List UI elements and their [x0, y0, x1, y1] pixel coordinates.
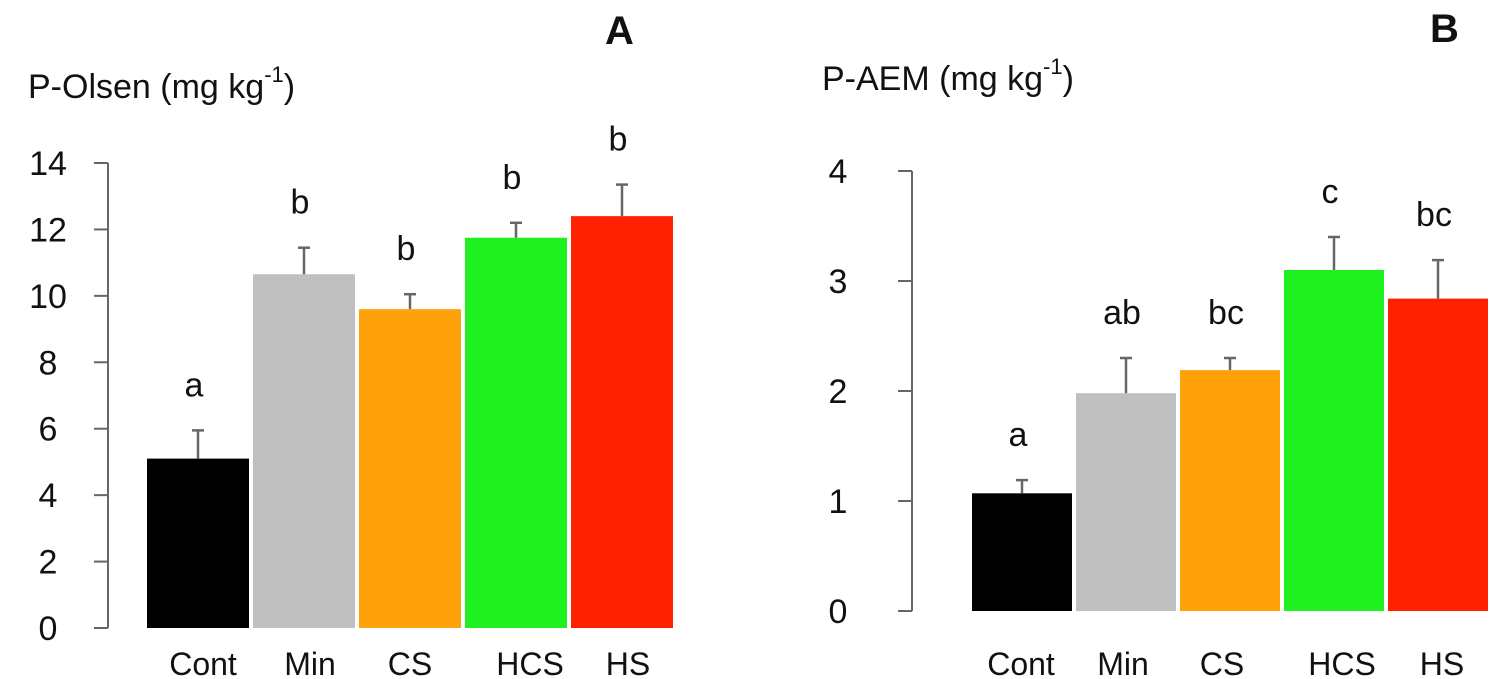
- panel-a-category-label: Min: [284, 646, 336, 679]
- panel-b-bar-hs: [1388, 298, 1488, 611]
- panel-a-significance-label: a: [185, 366, 204, 404]
- panel-b-category-label: Min: [1097, 646, 1149, 679]
- panel-a-letter: A: [605, 9, 634, 53]
- panel-b-y-ticks: 0 1 2 3 4: [829, 153, 912, 631]
- panel-b-bars: a ab bc c bc: [972, 173, 1488, 611]
- panel-a-tick-label: 4: [39, 477, 58, 515]
- panel-b-tick-label: 3: [829, 263, 848, 301]
- panel-a-bars: a b b b b: [147, 121, 673, 628]
- panel-a-category-labels: Cont Min CS HCS HS: [169, 646, 650, 679]
- panel-b-category-label: HS: [1420, 646, 1464, 679]
- panel-b-y-title-superscript: -1: [1043, 54, 1063, 79]
- panel-a: A P-Olsen (mg kg-1) 0 2 4 6 8 10 12 14 a b b b b Co…: [28, 9, 673, 679]
- panel-a-tick-label: 14: [29, 145, 67, 183]
- panel-a-category-label: HCS: [496, 646, 564, 679]
- panel-b-tick-label: 1: [829, 483, 848, 521]
- panel-a-bar-hs: [571, 216, 673, 628]
- panel-b-significance-label: bc: [1208, 294, 1244, 332]
- panel-b-bar-cont: [972, 493, 1072, 611]
- panel-a-tick-label: 12: [29, 211, 67, 249]
- panel-a-bar-hcs: [465, 237, 567, 628]
- panel-a-tick-label: 6: [39, 411, 58, 449]
- panel-b-category-label: Cont: [987, 646, 1055, 679]
- panel-b-significance-label: a: [1009, 416, 1028, 454]
- panel-a-y-ticks: 0 2 4 6 8 10 12 14: [29, 145, 108, 648]
- panel-b-significance-label: bc: [1416, 196, 1452, 234]
- panel-a-category-label: HS: [606, 646, 650, 679]
- panel-b-tick-label: 0: [829, 593, 848, 631]
- panel-a-y-title-superscript: -1: [264, 62, 284, 87]
- panel-a-tick-label: 2: [39, 544, 58, 582]
- panel-a-bar-cs: [359, 309, 461, 628]
- panel-b-category-labels: Cont Min CS HCS HS: [987, 646, 1464, 679]
- panel-a-significance-label: b: [397, 230, 416, 268]
- panel-b-category-label: CS: [1200, 646, 1244, 679]
- panel-a-bar-cont: [147, 458, 249, 628]
- panel-a-category-label: CS: [388, 646, 432, 679]
- panel-a-significance-label: b: [609, 121, 628, 159]
- panel-b-significance-label: c: [1322, 173, 1339, 211]
- panel-b-y-axis-title: P-AEM (mg kg-1): [822, 54, 1074, 98]
- panel-b-tick-label: 2: [829, 373, 848, 411]
- panel-a-category-label: Cont: [169, 646, 237, 679]
- panel-a-tick-label: 0: [39, 610, 58, 648]
- panel-a-tick-label: 8: [39, 344, 58, 382]
- panel-a-y-title-close: ): [284, 68, 295, 106]
- panel-a-significance-label: b: [503, 159, 522, 197]
- panel-b-bar-cs: [1180, 370, 1280, 611]
- panel-a-y-title-main: P-Olsen (mg kg: [28, 68, 264, 106]
- panel-b-letter: B: [1430, 7, 1459, 51]
- panel-b-significance-label: ab: [1103, 294, 1141, 332]
- panel-b-y-title-main: P-AEM (mg kg: [822, 60, 1043, 98]
- panel-b-category-label: HCS: [1308, 646, 1376, 679]
- panel-a-bar-min: [253, 274, 355, 628]
- panel-a-y-axis-title: P-Olsen (mg kg-1): [28, 62, 295, 106]
- panel-b-bar-hcs: [1284, 270, 1384, 611]
- panel-b-tick-label: 4: [829, 153, 848, 191]
- panel-b: B P-AEM (mg kg-1) 0 1 2 3 4 a ab bc c bc Cont Min…: [822, 7, 1488, 679]
- panel-a-tick-label: 10: [29, 278, 67, 316]
- panel-b-y-title-close: ): [1063, 60, 1074, 98]
- panel-b-bar-min: [1076, 393, 1176, 611]
- panel-a-significance-label: b: [291, 184, 310, 222]
